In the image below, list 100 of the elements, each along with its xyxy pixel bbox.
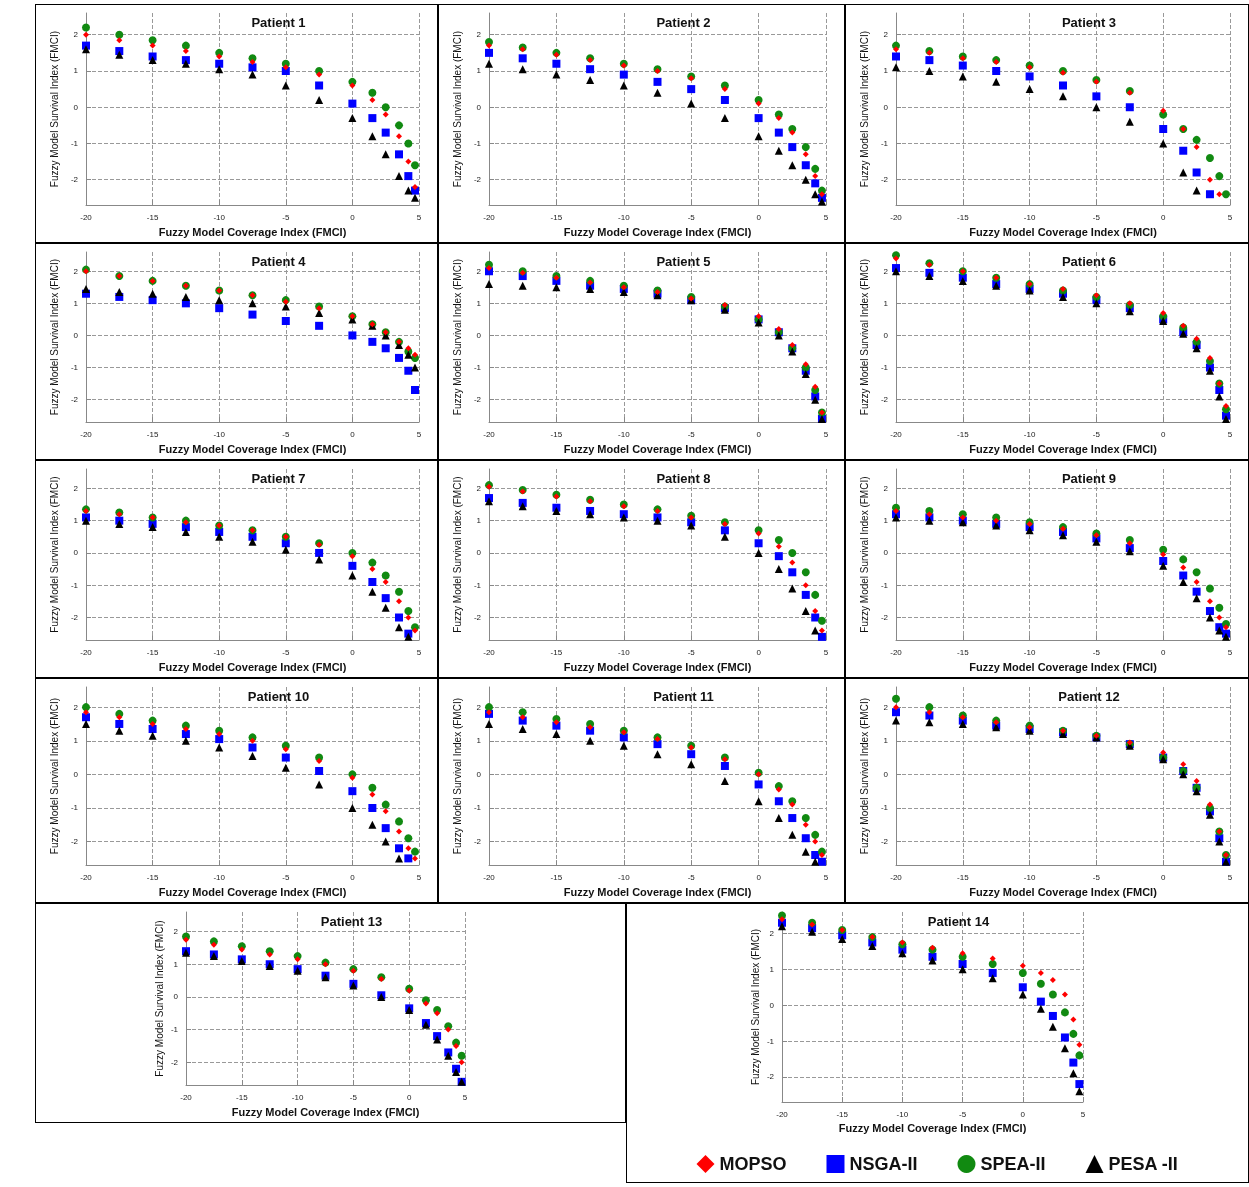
- y-axis-title: Fuzzy Model Survival Index (FMCI): [153, 920, 165, 1077]
- y-tick-label: -2: [473, 175, 482, 185]
- x-tick-label: -20: [80, 429, 93, 439]
- y-tick-label: 1: [883, 66, 889, 76]
- y-tick-label: 1: [73, 298, 79, 308]
- chart-title: Patient 1: [251, 15, 306, 30]
- x-tick-label: -20: [483, 647, 496, 657]
- y-axis-title: Fuzzy Model Survival Index (FMCI): [859, 30, 871, 188]
- x-tick-label: -15: [236, 1092, 249, 1102]
- y-tick-label: 0: [476, 769, 482, 779]
- x-tick-label: -15: [146, 212, 159, 222]
- x-tick-label: -15: [550, 872, 563, 882]
- y-tick-label: 2: [883, 702, 889, 712]
- y-tick-label: -2: [473, 395, 482, 405]
- x-tick-label: -5: [959, 1109, 967, 1119]
- x-tick-label: 5: [1227, 429, 1233, 439]
- x-tick-label: -10: [213, 647, 226, 657]
- x-tick-label: -20: [890, 647, 903, 657]
- x-tick-label: 5: [823, 212, 829, 222]
- x-axis-title: Fuzzy Model Coverage Index (FMCI): [158, 442, 347, 455]
- x-tick-label: -5: [687, 212, 696, 222]
- x-tick-label: -15: [957, 212, 970, 222]
- x-tick-label: -10: [1023, 872, 1036, 882]
- y-tick-label: 0: [769, 1000, 775, 1010]
- y-tick-label: 1: [883, 736, 889, 746]
- y-axis-title: Fuzzy Model Survival Index (FMCI): [452, 476, 464, 633]
- y-tick-label: 1: [73, 736, 79, 746]
- x-tick-label: 5: [416, 647, 422, 657]
- x-axis-title: Fuzzy Model Coverage Index (FMCI): [158, 225, 347, 238]
- chart-title: Patient 11: [653, 689, 714, 704]
- x-tick-label: -10: [618, 647, 631, 657]
- x-tick-label: 0: [1160, 647, 1166, 657]
- y-tick-label: -1: [70, 138, 79, 148]
- x-tick-label: -15: [146, 647, 159, 657]
- y-tick-label: -1: [70, 363, 79, 373]
- y-tick-label: 2: [476, 702, 482, 712]
- y-tick-label: -2: [880, 837, 889, 847]
- x-tick-label: 0: [1020, 1109, 1026, 1119]
- x-tick-label: -10: [896, 1109, 909, 1119]
- y-tick-label: 2: [73, 30, 79, 40]
- x-tick-label: 5: [416, 872, 422, 882]
- y-tick-label: -1: [880, 363, 889, 373]
- y-tick-label: -2: [473, 613, 482, 622]
- y-tick-label: 2: [476, 266, 482, 276]
- y-tick-label: 1: [883, 298, 889, 308]
- y-tick-label: -1: [473, 580, 482, 590]
- y-tick-label: 0: [476, 330, 482, 340]
- x-tick-label: -15: [146, 429, 159, 439]
- y-tick-label: 2: [73, 266, 79, 276]
- x-tick-label: -20: [890, 872, 903, 882]
- x-tick-label: -20: [483, 212, 496, 222]
- y-tick-label: -1: [880, 580, 889, 590]
- x-tick-label: -5: [1092, 872, 1101, 882]
- y-tick-label: -2: [880, 395, 889, 405]
- x-tick-label: 5: [462, 1092, 468, 1102]
- x-tick-label: -20: [483, 429, 496, 439]
- x-axis-title: Fuzzy Model Coverage Index (FMCI): [563, 885, 752, 898]
- y-tick-label: 1: [476, 298, 482, 308]
- x-tick-label: 5: [823, 872, 829, 882]
- x-axis-title: Fuzzy Model Coverage Index (FMCI): [158, 660, 347, 673]
- x-tick-label: -10: [1023, 429, 1036, 439]
- x-tick-label: -15: [550, 647, 563, 657]
- y-tick-label: 0: [173, 992, 179, 1002]
- y-tick-label: 0: [73, 548, 79, 558]
- x-tick-label: -10: [291, 1092, 304, 1102]
- legend-label: PESA -II: [1108, 1154, 1178, 1174]
- legend-label: MOPSO: [719, 1154, 787, 1174]
- y-tick-label: -2: [766, 1072, 775, 1082]
- x-axis-title: Fuzzy Model Coverage Index (FMCI): [231, 1105, 420, 1118]
- x-tick-label: 0: [350, 212, 356, 222]
- y-tick-label: -1: [70, 803, 79, 813]
- y-tick-label: -2: [70, 613, 79, 622]
- x-tick-label: -5: [282, 429, 290, 439]
- y-tick-label: -2: [170, 1057, 179, 1067]
- y-tick-label: 0: [883, 330, 889, 340]
- x-tick-label: -20: [890, 429, 903, 439]
- x-tick-label: 0: [350, 429, 356, 439]
- y-axis-title: Fuzzy Model Survival Index (FMCI): [49, 30, 61, 188]
- x-tick-label: 5: [1227, 212, 1233, 222]
- y-tick-label: 2: [173, 927, 179, 937]
- x-tick-label: -15: [146, 872, 159, 882]
- x-tick-label: 5: [1227, 647, 1233, 657]
- legend-label: NSGA-II: [849, 1154, 918, 1174]
- x-tick-label: -15: [957, 429, 970, 439]
- x-tick-label: -10: [1023, 647, 1036, 657]
- x-axis-title: Fuzzy Model Coverage Index (FMCI): [969, 885, 1158, 898]
- chart-title: Patient 7: [251, 471, 306, 486]
- y-tick-label: 0: [883, 769, 889, 779]
- x-tick-label: -5: [1092, 429, 1101, 439]
- x-tick-label: 0: [350, 872, 356, 882]
- x-tick-label: 0: [406, 1092, 412, 1102]
- chart-title: Patient 9: [1061, 471, 1117, 486]
- y-tick-label: 1: [173, 959, 179, 969]
- chart-title: Patient 14: [927, 914, 990, 929]
- x-tick-label: -10: [213, 872, 226, 882]
- x-tick-label: 0: [1160, 212, 1166, 222]
- x-tick-label: -20: [890, 212, 903, 222]
- chart-title: Patient 8: [656, 471, 711, 486]
- x-tick-label: 0: [756, 212, 762, 222]
- y-axis-title: Fuzzy Model Survival Index (FMCI): [49, 476, 61, 633]
